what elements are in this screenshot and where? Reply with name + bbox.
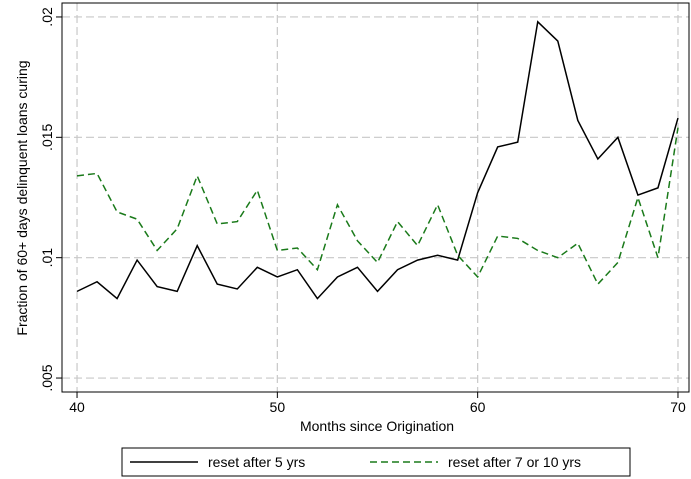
y-tick-label: .01 bbox=[39, 248, 55, 268]
y-tick-label: .015 bbox=[39, 123, 55, 150]
x-axis-label: Months since Origination bbox=[300, 418, 454, 434]
legend-label: reset after 5 yrs bbox=[208, 454, 305, 470]
x-tick-label: 40 bbox=[69, 399, 85, 415]
x-tick-label: 70 bbox=[670, 399, 686, 415]
y-axis-label: Fraction of 60+ days delinquent loans cu… bbox=[14, 60, 30, 335]
y-tick-label: .02 bbox=[39, 7, 55, 27]
plot-frame bbox=[61, 2, 690, 393]
series-line bbox=[76, 20, 679, 300]
x-tick-label: 60 bbox=[470, 399, 486, 415]
legend-label: reset after 7 or 10 yrs bbox=[448, 454, 581, 470]
y-tick-label: .005 bbox=[39, 364, 55, 391]
x-tick-label: 50 bbox=[270, 399, 286, 415]
